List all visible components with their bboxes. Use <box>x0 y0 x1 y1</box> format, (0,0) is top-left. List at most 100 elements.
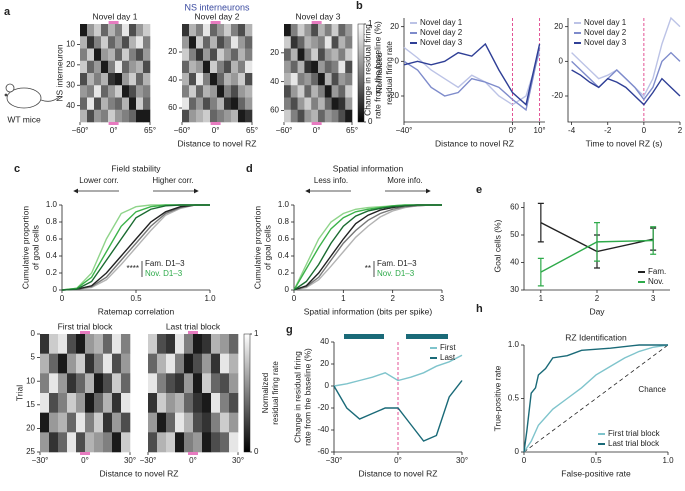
y-tick-label: 0 <box>53 285 58 294</box>
chart-title: RZ Identification <box>565 332 627 342</box>
heat-cell <box>115 109 123 123</box>
heat-cell <box>67 393 77 413</box>
axes <box>403 18 545 123</box>
heat-cell <box>94 353 104 374</box>
heat-cell <box>148 353 158 374</box>
rz-marker <box>311 122 322 125</box>
heat-cell <box>202 334 212 354</box>
heat-cell <box>40 373 50 394</box>
heat-cell <box>148 334 158 354</box>
heat-cell <box>103 393 113 413</box>
heat-cell <box>182 48 190 62</box>
heat-cell <box>87 85 95 98</box>
heat-cell <box>94 73 102 86</box>
y-axis-label: of goal cells <box>262 225 272 270</box>
heat-cell <box>304 36 312 49</box>
x-tick-label: 0 <box>522 456 527 465</box>
heat-cell <box>112 334 122 354</box>
heat-cell <box>203 24 211 37</box>
x-tick-label: 30° <box>232 456 244 465</box>
heat-cell <box>304 24 312 37</box>
series-line <box>293 204 442 291</box>
heat-cell <box>210 36 218 49</box>
heat-cell <box>129 36 137 49</box>
heat-cell <box>318 109 326 123</box>
annotation: Lower corr. <box>79 176 119 185</box>
legend-label: First trial block <box>608 429 661 438</box>
heat-cell <box>115 36 123 49</box>
heat-cell <box>331 48 339 62</box>
heat-cell <box>210 109 218 123</box>
legend-label: Nov. D1–3 <box>377 269 415 278</box>
heat-cell <box>231 36 239 49</box>
subject-label: WT mice <box>7 114 41 124</box>
heat-cell <box>94 97 102 111</box>
x-tick-label: 0 <box>292 294 297 303</box>
heat-cell <box>338 48 346 62</box>
heat-cell <box>238 48 246 62</box>
heat-cell <box>203 60 211 74</box>
y-tick-label: 40 <box>168 75 177 84</box>
y-tick-label: 20 <box>554 22 563 31</box>
heat-cell <box>122 73 130 86</box>
rz-marker <box>210 122 221 125</box>
heat-cell <box>87 48 95 62</box>
heat-cell <box>76 334 86 354</box>
y-tick-label: 0.6 <box>278 234 290 243</box>
heat-cell <box>80 109 88 123</box>
heat-cell <box>80 36 88 49</box>
heat-cell <box>112 393 122 413</box>
chart-title: First trial block <box>58 321 114 331</box>
heat-cell <box>196 24 204 37</box>
heat-cell <box>210 24 218 37</box>
heat-cell <box>202 432 212 453</box>
heat-cell <box>245 48 253 62</box>
heat-cell <box>189 85 197 98</box>
heat-cell <box>67 432 77 453</box>
heat-cell <box>108 36 116 49</box>
heat-cell <box>136 109 144 123</box>
x-tick-label: 30° <box>124 456 136 465</box>
heat-cell <box>311 73 319 86</box>
heat-cell <box>231 85 239 98</box>
heat-cell <box>94 334 104 354</box>
y-tick-label: 0.8 <box>46 217 58 226</box>
x-tick-label: 1 <box>539 294 544 303</box>
heat-cell <box>94 373 104 394</box>
heat-cell <box>85 373 95 394</box>
heat-cell <box>193 393 203 413</box>
series-line <box>571 51 681 101</box>
x-tick-label: −60° <box>174 126 191 135</box>
heat-cell <box>80 73 88 86</box>
heat-cell <box>143 24 151 37</box>
heat-cell <box>297 73 305 86</box>
y-axis-label: NS interneuron <box>54 44 64 101</box>
heat-cell <box>182 60 190 74</box>
heat-cell <box>94 36 102 49</box>
x-axis-label: False-positive rate <box>561 468 631 478</box>
heat-cell <box>345 48 353 62</box>
heat-cell <box>290 73 298 86</box>
heat-cell <box>166 393 176 413</box>
heat-cell <box>203 97 211 111</box>
heat-cell <box>101 109 109 123</box>
heat-cell <box>338 24 346 37</box>
heat-cell <box>40 393 50 413</box>
series-line <box>333 354 463 387</box>
heat-cell <box>290 36 298 49</box>
heat-cell <box>203 73 211 86</box>
y-tick-label: 1.0 <box>508 340 520 349</box>
y-tick-label: -60 <box>317 447 329 456</box>
series-line <box>523 344 669 453</box>
y-tick-label: 10 <box>26 376 35 385</box>
y-tick-label: 20 <box>270 48 279 57</box>
panel-letter: d <box>246 163 253 175</box>
heat-cell <box>108 73 116 86</box>
heat-cell <box>231 97 239 111</box>
panel-letter: b <box>356 0 363 12</box>
x-axis-label: Time to novel RZ (s) <box>586 138 663 148</box>
heat-cell <box>338 97 346 111</box>
heat-cell <box>318 97 326 111</box>
x-tick-label: 2 <box>678 126 683 135</box>
